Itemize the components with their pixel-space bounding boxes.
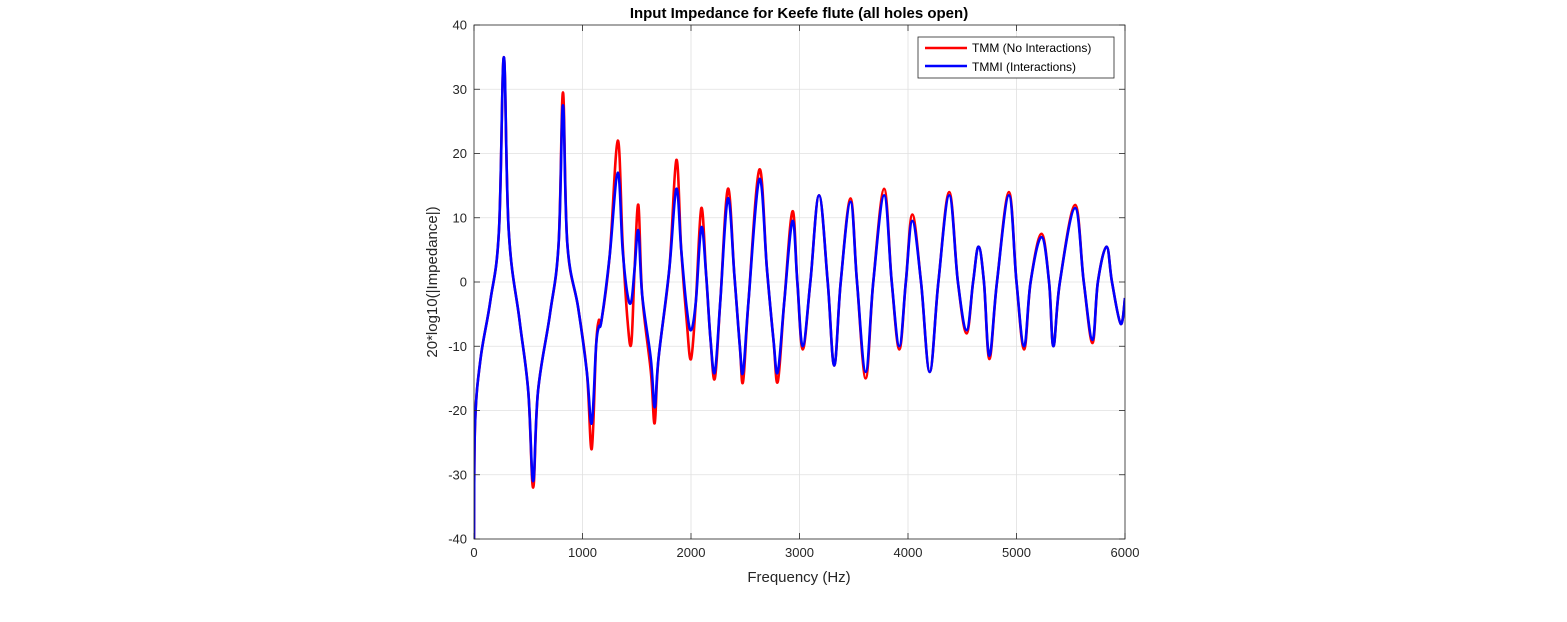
x-tick-label: 0	[470, 545, 477, 560]
y-tick-label: 30	[453, 82, 467, 97]
x-axis-label: Frequency (Hz)	[747, 569, 850, 586]
x-tick-label: 2000	[677, 545, 706, 560]
y-tick-label: 20	[453, 146, 467, 161]
y-tick-label: -10	[448, 339, 467, 354]
legend: TMM (No Interactions) TMMI (Interactions…	[917, 36, 1115, 79]
y-tick-label: -20	[448, 403, 467, 418]
y-axis-label: 20*log10(|Impedance|)	[424, 206, 441, 357]
x-tick-label: 1000	[568, 545, 597, 560]
x-tick-labels: 0 1000 2000 3000 4000 5000 6000	[470, 545, 1139, 560]
x-tick-label: 3000	[785, 545, 814, 560]
x-tick-label: 5000	[1002, 545, 1031, 560]
y-tick-label: -30	[448, 467, 467, 482]
legend-box	[917, 36, 1115, 79]
tick-marks	[473, 24, 1126, 540]
x-tick-label: 4000	[894, 545, 923, 560]
x-tick-label: 6000	[1111, 545, 1140, 560]
y-tick-label: 10	[453, 210, 467, 225]
y-tick-label: 0	[460, 275, 467, 290]
legend-label-tmmi: TMMI (Interactions)	[972, 60, 1076, 74]
y-tick-label: 40	[453, 18, 467, 33]
chart-title: Input Impedance for Keefe flute (all hol…	[630, 5, 968, 22]
series-lines	[474, 55, 1125, 539]
y-tick-label: -40	[448, 532, 467, 547]
legend-label-tmm: TMM (No Interactions)	[972, 41, 1091, 55]
series-line-tmmi	[474, 55, 1125, 539]
y-tick-labels: -40 -30 -20 -10 0 10 20 30 40	[448, 18, 467, 547]
